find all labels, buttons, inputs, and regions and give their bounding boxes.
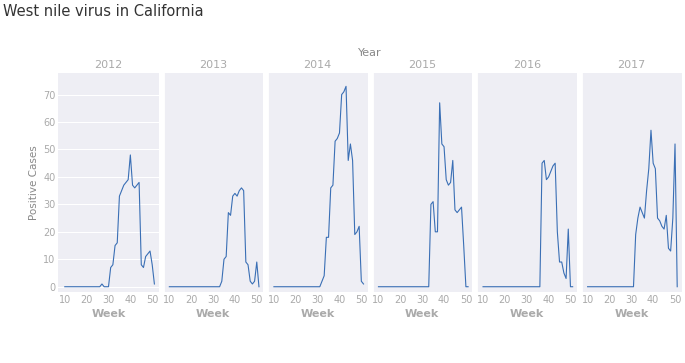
Title: 2017: 2017 [617,60,645,70]
X-axis label: Week: Week [301,309,335,319]
X-axis label: Week: Week [405,309,439,319]
Title: 2015: 2015 [408,60,436,70]
X-axis label: Week: Week [196,309,230,319]
Text: Year: Year [358,48,382,58]
Y-axis label: Positive Cases: Positive Cases [29,145,39,220]
Title: 2016: 2016 [512,60,540,70]
Title: 2013: 2013 [199,60,227,70]
X-axis label: Week: Week [510,309,544,319]
Title: 2014: 2014 [303,60,332,70]
Title: 2012: 2012 [95,60,123,70]
Text: West nile virus in California: West nile virus in California [3,4,204,19]
X-axis label: Week: Week [91,309,125,319]
X-axis label: Week: Week [614,309,649,319]
